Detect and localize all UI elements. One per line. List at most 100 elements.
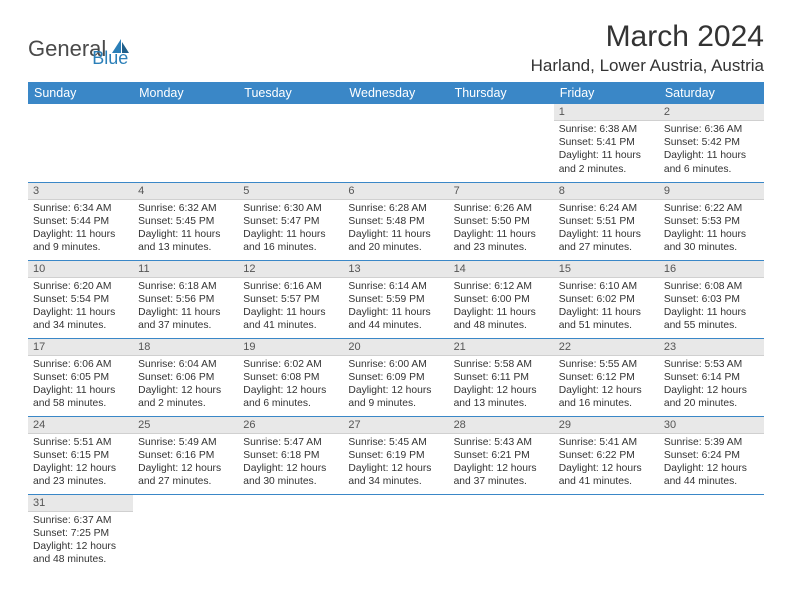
day-number: 12 xyxy=(238,261,343,278)
day-number: 22 xyxy=(554,339,659,356)
day-number: 8 xyxy=(554,183,659,200)
calendar-cell xyxy=(238,494,343,572)
day-details: Sunrise: 5:39 AMSunset: 6:24 PMDaylight:… xyxy=(659,434,764,493)
calendar-cell: 25Sunrise: 5:49 AMSunset: 6:16 PMDayligh… xyxy=(133,416,238,494)
calendar-cell: 17Sunrise: 6:06 AMSunset: 6:05 PMDayligh… xyxy=(28,338,133,416)
calendar-cell: 11Sunrise: 6:18 AMSunset: 5:56 PMDayligh… xyxy=(133,260,238,338)
calendar-cell: 22Sunrise: 5:55 AMSunset: 6:12 PMDayligh… xyxy=(554,338,659,416)
day-details: Sunrise: 5:47 AMSunset: 6:18 PMDaylight:… xyxy=(238,434,343,493)
day-details: Sunrise: 5:45 AMSunset: 6:19 PMDaylight:… xyxy=(343,434,448,493)
day-number: 11 xyxy=(133,261,238,278)
calendar-cell xyxy=(28,104,133,182)
calendar-cell: 4Sunrise: 6:32 AMSunset: 5:45 PMDaylight… xyxy=(133,182,238,260)
day-number: 28 xyxy=(449,417,554,434)
calendar-cell: 3Sunrise: 6:34 AMSunset: 5:44 PMDaylight… xyxy=(28,182,133,260)
day-number: 3 xyxy=(28,183,133,200)
calendar-cell: 2Sunrise: 6:36 AMSunset: 5:42 PMDaylight… xyxy=(659,104,764,182)
day-details: Sunrise: 6:36 AMSunset: 5:42 PMDaylight:… xyxy=(659,121,764,180)
day-number: 1 xyxy=(554,104,659,121)
calendar-cell: 9Sunrise: 6:22 AMSunset: 5:53 PMDaylight… xyxy=(659,182,764,260)
calendar-week-row: 31Sunrise: 6:37 AMSunset: 7:25 PMDayligh… xyxy=(28,494,764,572)
weekday-header: Tuesday xyxy=(238,82,343,104)
calendar-week-row: 10Sunrise: 6:20 AMSunset: 5:54 PMDayligh… xyxy=(28,260,764,338)
calendar-cell: 13Sunrise: 6:14 AMSunset: 5:59 PMDayligh… xyxy=(343,260,448,338)
day-details: Sunrise: 6:24 AMSunset: 5:51 PMDaylight:… xyxy=(554,200,659,259)
day-number: 21 xyxy=(449,339,554,356)
calendar-cell: 15Sunrise: 6:10 AMSunset: 6:02 PMDayligh… xyxy=(554,260,659,338)
day-number: 14 xyxy=(449,261,554,278)
logo-text-blue: Blue xyxy=(92,48,128,69)
calendar-cell: 30Sunrise: 5:39 AMSunset: 6:24 PMDayligh… xyxy=(659,416,764,494)
day-number: 17 xyxy=(28,339,133,356)
day-number: 26 xyxy=(238,417,343,434)
day-details: Sunrise: 6:32 AMSunset: 5:45 PMDaylight:… xyxy=(133,200,238,259)
day-details: Sunrise: 6:06 AMSunset: 6:05 PMDaylight:… xyxy=(28,356,133,415)
calendar-cell: 19Sunrise: 6:02 AMSunset: 6:08 PMDayligh… xyxy=(238,338,343,416)
day-details: Sunrise: 6:00 AMSunset: 6:09 PMDaylight:… xyxy=(343,356,448,415)
day-number: 15 xyxy=(554,261,659,278)
day-details: Sunrise: 6:20 AMSunset: 5:54 PMDaylight:… xyxy=(28,278,133,337)
calendar-cell: 5Sunrise: 6:30 AMSunset: 5:47 PMDaylight… xyxy=(238,182,343,260)
day-details: Sunrise: 6:04 AMSunset: 6:06 PMDaylight:… xyxy=(133,356,238,415)
title-block: March 2024 Harland, Lower Austria, Austr… xyxy=(531,20,764,76)
day-details: Sunrise: 6:10 AMSunset: 6:02 PMDaylight:… xyxy=(554,278,659,337)
calendar-cell xyxy=(343,494,448,572)
day-number: 7 xyxy=(449,183,554,200)
calendar-cell: 10Sunrise: 6:20 AMSunset: 5:54 PMDayligh… xyxy=(28,260,133,338)
day-details: Sunrise: 6:22 AMSunset: 5:53 PMDaylight:… xyxy=(659,200,764,259)
calendar-cell xyxy=(133,494,238,572)
day-details: Sunrise: 5:53 AMSunset: 6:14 PMDaylight:… xyxy=(659,356,764,415)
day-number: 19 xyxy=(238,339,343,356)
calendar-table: SundayMondayTuesdayWednesdayThursdayFrid… xyxy=(28,82,764,572)
calendar-cell: 21Sunrise: 5:58 AMSunset: 6:11 PMDayligh… xyxy=(449,338,554,416)
day-number: 31 xyxy=(28,495,133,512)
day-details: Sunrise: 6:30 AMSunset: 5:47 PMDaylight:… xyxy=(238,200,343,259)
day-details: Sunrise: 5:55 AMSunset: 6:12 PMDaylight:… xyxy=(554,356,659,415)
day-number: 9 xyxy=(659,183,764,200)
calendar-week-row: 24Sunrise: 5:51 AMSunset: 6:15 PMDayligh… xyxy=(28,416,764,494)
day-details: Sunrise: 5:49 AMSunset: 6:16 PMDaylight:… xyxy=(133,434,238,493)
calendar-cell: 20Sunrise: 6:00 AMSunset: 6:09 PMDayligh… xyxy=(343,338,448,416)
day-number: 10 xyxy=(28,261,133,278)
day-details: Sunrise: 5:58 AMSunset: 6:11 PMDaylight:… xyxy=(449,356,554,415)
day-details: Sunrise: 6:38 AMSunset: 5:41 PMDaylight:… xyxy=(554,121,659,180)
day-number: 6 xyxy=(343,183,448,200)
calendar-cell xyxy=(659,494,764,572)
header: General Blue March 2024 Harland, Lower A… xyxy=(28,20,764,76)
day-number: 27 xyxy=(343,417,448,434)
day-details: Sunrise: 6:02 AMSunset: 6:08 PMDaylight:… xyxy=(238,356,343,415)
day-number: 23 xyxy=(659,339,764,356)
calendar-body: 1Sunrise: 6:38 AMSunset: 5:41 PMDaylight… xyxy=(28,104,764,572)
day-details: Sunrise: 6:34 AMSunset: 5:44 PMDaylight:… xyxy=(28,200,133,259)
calendar-cell xyxy=(449,494,554,572)
day-details: Sunrise: 5:51 AMSunset: 6:15 PMDaylight:… xyxy=(28,434,133,493)
calendar-cell: 7Sunrise: 6:26 AMSunset: 5:50 PMDaylight… xyxy=(449,182,554,260)
day-details: Sunrise: 6:37 AMSunset: 7:25 PMDaylight:… xyxy=(28,512,133,571)
weekday-header: Wednesday xyxy=(343,82,448,104)
day-details: Sunrise: 6:18 AMSunset: 5:56 PMDaylight:… xyxy=(133,278,238,337)
day-number: 24 xyxy=(28,417,133,434)
calendar-cell: 18Sunrise: 6:04 AMSunset: 6:06 PMDayligh… xyxy=(133,338,238,416)
calendar-cell: 23Sunrise: 5:53 AMSunset: 6:14 PMDayligh… xyxy=(659,338,764,416)
day-number: 2 xyxy=(659,104,764,121)
day-number: 13 xyxy=(343,261,448,278)
calendar-week-row: 17Sunrise: 6:06 AMSunset: 6:05 PMDayligh… xyxy=(28,338,764,416)
calendar-cell xyxy=(343,104,448,182)
day-number: 5 xyxy=(238,183,343,200)
day-details: Sunrise: 5:41 AMSunset: 6:22 PMDaylight:… xyxy=(554,434,659,493)
calendar-cell: 26Sunrise: 5:47 AMSunset: 6:18 PMDayligh… xyxy=(238,416,343,494)
calendar-cell: 6Sunrise: 6:28 AMSunset: 5:48 PMDaylight… xyxy=(343,182,448,260)
day-details: Sunrise: 6:28 AMSunset: 5:48 PMDaylight:… xyxy=(343,200,448,259)
calendar-cell: 29Sunrise: 5:41 AMSunset: 6:22 PMDayligh… xyxy=(554,416,659,494)
weekday-header: Saturday xyxy=(659,82,764,104)
day-number: 30 xyxy=(659,417,764,434)
weekday-header: Sunday xyxy=(28,82,133,104)
day-number: 20 xyxy=(343,339,448,356)
weekday-header: Monday xyxy=(133,82,238,104)
day-details: Sunrise: 5:43 AMSunset: 6:21 PMDaylight:… xyxy=(449,434,554,493)
calendar-cell: 31Sunrise: 6:37 AMSunset: 7:25 PMDayligh… xyxy=(28,494,133,572)
calendar-cell: 27Sunrise: 5:45 AMSunset: 6:19 PMDayligh… xyxy=(343,416,448,494)
day-details: Sunrise: 6:12 AMSunset: 6:00 PMDaylight:… xyxy=(449,278,554,337)
calendar-cell: 28Sunrise: 5:43 AMSunset: 6:21 PMDayligh… xyxy=(449,416,554,494)
weekday-header: Thursday xyxy=(449,82,554,104)
